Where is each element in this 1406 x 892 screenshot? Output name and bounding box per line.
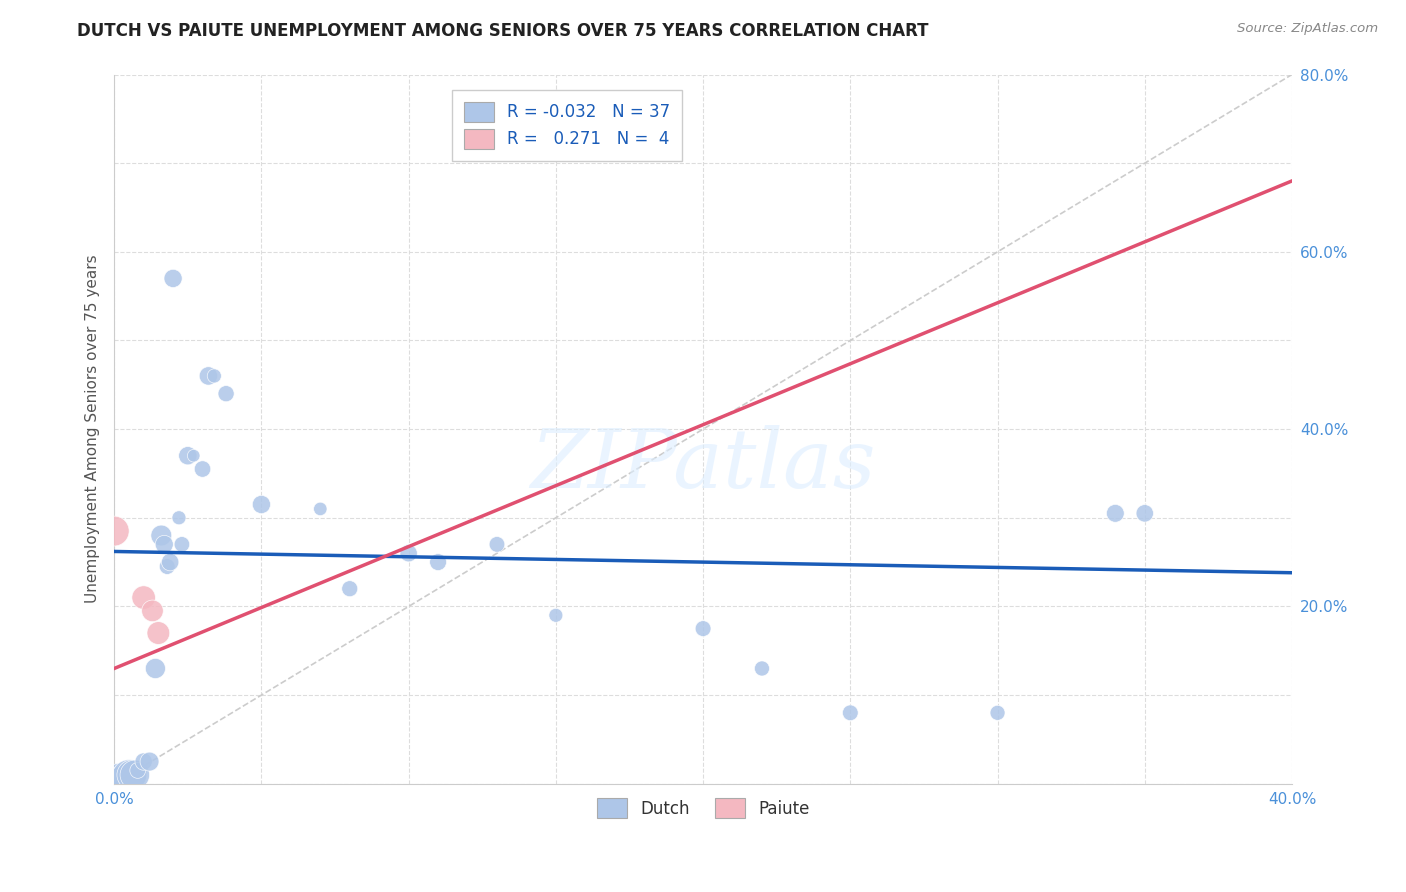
- Point: [162, 271, 184, 285]
- Point: [485, 537, 508, 551]
- Point: [115, 772, 138, 787]
- Point: [692, 622, 714, 636]
- Point: [141, 604, 163, 618]
- Point: [111, 772, 134, 787]
- Text: DUTCH VS PAIUTE UNEMPLOYMENT AMONG SENIORS OVER 75 YEARS CORRELATION CHART: DUTCH VS PAIUTE UNEMPLOYMENT AMONG SENIO…: [77, 22, 929, 40]
- Point: [1133, 507, 1156, 521]
- Point: [177, 449, 200, 463]
- Point: [398, 546, 420, 560]
- Point: [170, 537, 193, 551]
- Point: [132, 591, 155, 605]
- Point: [127, 764, 149, 778]
- Point: [103, 524, 125, 538]
- Point: [215, 386, 238, 401]
- Point: [544, 608, 567, 623]
- Point: [197, 368, 219, 383]
- Point: [427, 555, 450, 569]
- Point: [121, 768, 143, 782]
- Point: [167, 510, 190, 524]
- Text: Source: ZipAtlas.com: Source: ZipAtlas.com: [1237, 22, 1378, 36]
- Point: [1104, 507, 1126, 521]
- Point: [986, 706, 1008, 720]
- Y-axis label: Unemployment Among Seniors over 75 years: Unemployment Among Seniors over 75 years: [86, 255, 100, 604]
- Point: [309, 502, 332, 516]
- Text: ZIPatlas: ZIPatlas: [530, 425, 876, 505]
- Point: [839, 706, 862, 720]
- Point: [148, 626, 170, 640]
- Point: [153, 537, 176, 551]
- Point: [191, 462, 214, 476]
- Point: [132, 755, 155, 769]
- Point: [339, 582, 361, 596]
- Point: [145, 661, 167, 675]
- Point: [159, 555, 181, 569]
- Point: [118, 770, 141, 784]
- Legend: Dutch, Paiute: Dutch, Paiute: [591, 791, 815, 825]
- Point: [124, 768, 146, 782]
- Point: [183, 449, 205, 463]
- Point: [105, 772, 128, 787]
- Point: [250, 498, 273, 512]
- Point: [108, 772, 131, 787]
- Point: [150, 528, 173, 542]
- Point: [751, 661, 773, 675]
- Point: [202, 368, 225, 383]
- Point: [156, 559, 179, 574]
- Point: [138, 755, 160, 769]
